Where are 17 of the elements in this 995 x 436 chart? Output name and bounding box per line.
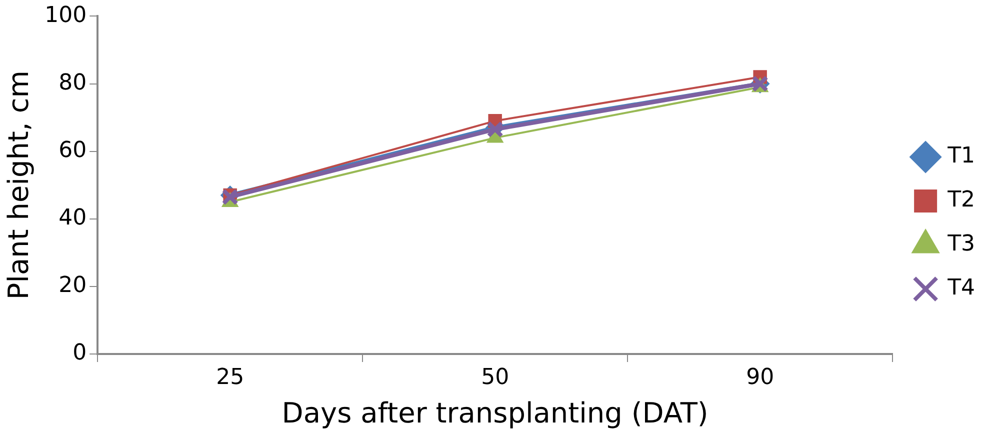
legend-label: T4: [946, 276, 975, 301]
y-tick-label: 40: [58, 206, 87, 231]
y-axis-title: Plant height, cm: [2, 70, 36, 300]
point: [222, 188, 238, 206]
x-tick-label: 90: [746, 364, 774, 390]
y-tick-label: 100: [44, 2, 87, 28]
legend-label: T3: [946, 232, 975, 257]
y-tick-label: 60: [58, 138, 87, 164]
legend-label: T1: [946, 144, 975, 169]
point: [486, 121, 504, 138]
x-axis-title: Days after transplanting (DAT): [282, 396, 708, 430]
y-tick-label: 80: [58, 70, 87, 96]
y-tick-label: 20: [58, 273, 87, 298]
y-tick-label: 0: [72, 340, 87, 366]
x-tick-label: 25: [216, 364, 244, 390]
legend-label: T2: [946, 188, 975, 213]
x-tick-label: 50: [481, 364, 510, 390]
